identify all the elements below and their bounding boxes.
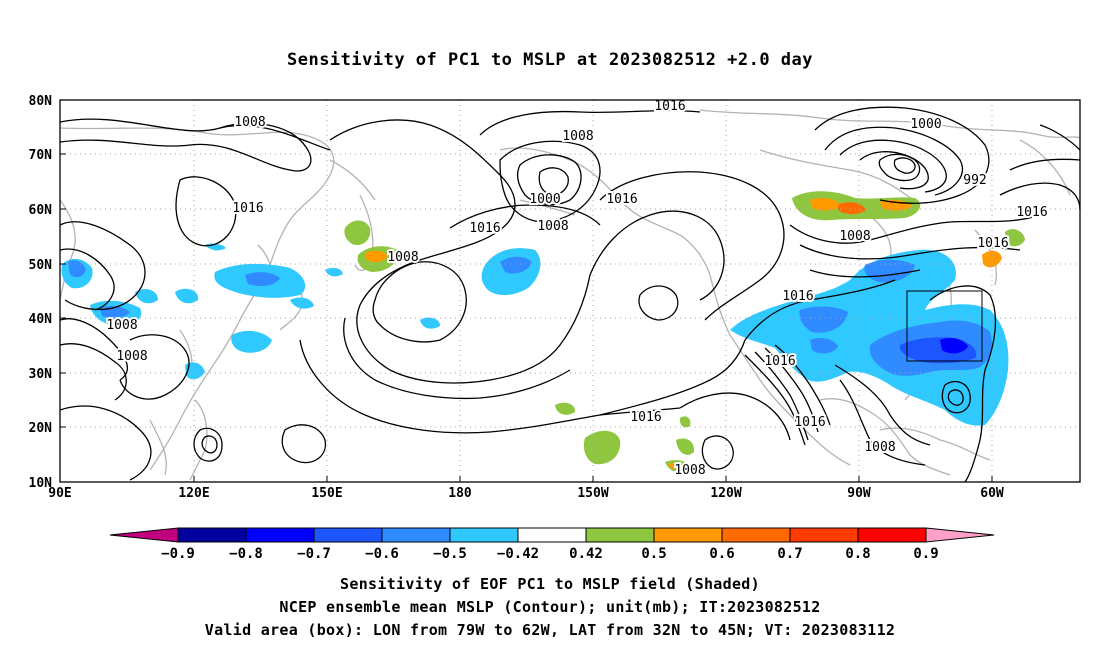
- contour-label: 1008: [537, 219, 568, 234]
- colorbar-tick-label: 0.42: [569, 546, 603, 562]
- lon-label: 120E: [178, 486, 209, 501]
- lat-label: 70N: [29, 148, 53, 163]
- colorbar-tick-label: −0.7: [297, 546, 331, 562]
- mslp-contours: [59, 106, 1081, 483]
- lon-label: 150W: [577, 486, 608, 501]
- colorbar-swatch: [857, 527, 927, 543]
- lon-label: 150E: [311, 486, 342, 501]
- contour-label-group: 1016 1008 1008 1000 1016 1008 1016 1008 …: [104, 97, 1049, 480]
- colorbar-tick-label: 0.5: [641, 546, 666, 562]
- colorbar-tick-label: −0.42: [497, 546, 539, 562]
- contour-label: 1008: [562, 129, 593, 144]
- lon-label: 60W: [980, 486, 1004, 501]
- contour-label: 1016: [654, 99, 685, 114]
- contour-label: 1016: [606, 192, 637, 207]
- contour-label: 992: [963, 173, 986, 188]
- contour-label: 1016: [232, 201, 263, 216]
- lon-label: 180: [448, 486, 472, 501]
- lat-label: 40N: [29, 312, 53, 327]
- lon-label: 90W: [847, 486, 871, 501]
- colorbar-swatch: [381, 527, 451, 543]
- colorbar-swatch: [245, 527, 315, 543]
- lat-label: 10N: [29, 476, 53, 491]
- colorbar-swatch: [177, 527, 247, 543]
- colorbar-end-high: [925, 527, 995, 543]
- contour-label: 1000: [910, 117, 941, 132]
- colorbar-end-low: [109, 527, 179, 543]
- contour-label: 1016: [469, 221, 500, 236]
- colorbar: −0.9 −0.8 −0.7 −0.6 −0.5 −0.42 0.42 0.5 0.6 0.7 0.…: [109, 527, 995, 562]
- caption-line-3: Valid area (box): LON from 79W to 62W, L…: [204, 621, 896, 639]
- map-frame: [59, 99, 1081, 483]
- lat-label: 50N: [29, 258, 53, 273]
- colorbar-swatch: [653, 527, 723, 543]
- contour-label: 1008: [387, 250, 418, 265]
- lat-label: 30N: [29, 367, 53, 382]
- contour-label: 1008: [116, 349, 147, 364]
- caption-line-2: NCEP ensemble mean MSLP (Contour); unit(…: [279, 598, 821, 616]
- longitude-labels: 90E 120E 150E 180 150W 120W 90W 60W: [48, 486, 1004, 501]
- contour-label: 1016: [764, 354, 795, 369]
- colorbar-tick-label: −0.5: [433, 546, 467, 562]
- contour-label: 1016: [1016, 205, 1047, 220]
- colorbar-tick-label: 0.8: [845, 546, 870, 562]
- contour-label: 1016: [630, 410, 661, 425]
- colorbar-tick-label: −0.9: [161, 546, 195, 562]
- contour-label: 1008: [106, 318, 137, 333]
- lon-label: 90E: [48, 486, 71, 501]
- map-title: Sensitivity of PC1 to MSLP at 2023082512…: [286, 50, 813, 70]
- valid-area-box: [906, 290, 983, 362]
- colorbar-tick-label: −0.6: [365, 546, 399, 562]
- contour-label: 1016: [782, 289, 813, 304]
- colorbar-swatch: [721, 527, 791, 543]
- contour-label: 1008: [864, 440, 895, 455]
- contour-label: 1008: [674, 463, 705, 478]
- colorbar-tick-label: 0.6: [709, 546, 734, 562]
- colorbar-tick-label: −0.8: [229, 546, 263, 562]
- colorbar-swatch: [517, 527, 587, 543]
- lat-label: 60N: [29, 203, 53, 218]
- map-panel: 1016 1008 1008 1000 1016 1008 1016 1008 …: [29, 94, 1081, 501]
- lat-label: 80N: [29, 94, 53, 109]
- colorbar-tick-label: 0.7: [777, 546, 802, 562]
- colorbar-swatch: [313, 527, 383, 543]
- contour-label: 1008: [234, 115, 265, 130]
- lat-label: 20N: [29, 421, 53, 436]
- contour-label: 1016: [977, 236, 1008, 251]
- latitude-labels: 80N 70N 60N 50N 40N 30N 20N 10N: [29, 94, 53, 491]
- colorbar-tick-label: 0.9: [913, 546, 938, 562]
- colorbar-swatch: [789, 527, 859, 543]
- contour-label: 1000: [529, 192, 560, 207]
- colorbar-swatch: [449, 527, 519, 543]
- contour-label: 1016: [794, 415, 825, 430]
- caption-line-1: Sensitivity of EOF PC1 to MSLP field (Sh…: [340, 575, 760, 593]
- axis-ticks: [60, 99, 993, 483]
- lon-label: 120W: [710, 486, 741, 501]
- contour-label: 1008: [839, 229, 870, 244]
- colorbar-swatch: [585, 527, 655, 543]
